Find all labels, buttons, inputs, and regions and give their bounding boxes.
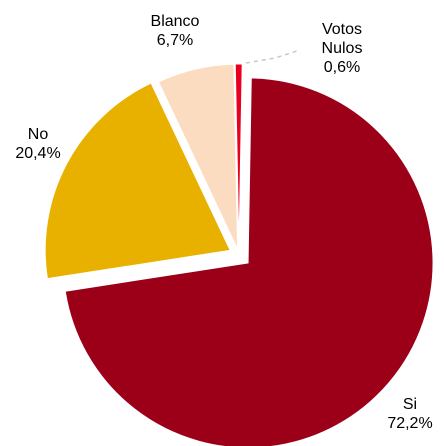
slice-name-si: Si bbox=[402, 396, 418, 413]
slice-value-votos-nulos: 0,6% bbox=[323, 59, 361, 76]
leader-line-votos-nulos bbox=[245, 49, 301, 64]
slice-value-blanco: 6,7% bbox=[156, 32, 194, 49]
slice-label-si: Si 72,2% bbox=[380, 395, 440, 433]
pie-slice-si bbox=[64, 77, 434, 446]
slice-name-blanco: Blanco bbox=[150, 13, 200, 30]
slice-label-blanco: Blanco 6,7% bbox=[135, 12, 215, 50]
slice-value-si: 72,2% bbox=[387, 415, 433, 432]
pie-slice-blanco bbox=[157, 63, 239, 250]
slice-name-no: No bbox=[27, 126, 49, 143]
slice-name-votos-nulos-line2: Nulos bbox=[321, 40, 363, 57]
slice-name-votos-nulos-line1: Votos bbox=[321, 21, 363, 38]
pie-slice-votos-nulos bbox=[234, 63, 243, 250]
slice-label-no: No 20,4% bbox=[10, 125, 66, 163]
slice-value-no: 20,4% bbox=[15, 145, 61, 162]
slice-label-votos-nulos: Votos Nulos 0,6% bbox=[302, 20, 382, 77]
pie-slice-no bbox=[44, 82, 231, 280]
